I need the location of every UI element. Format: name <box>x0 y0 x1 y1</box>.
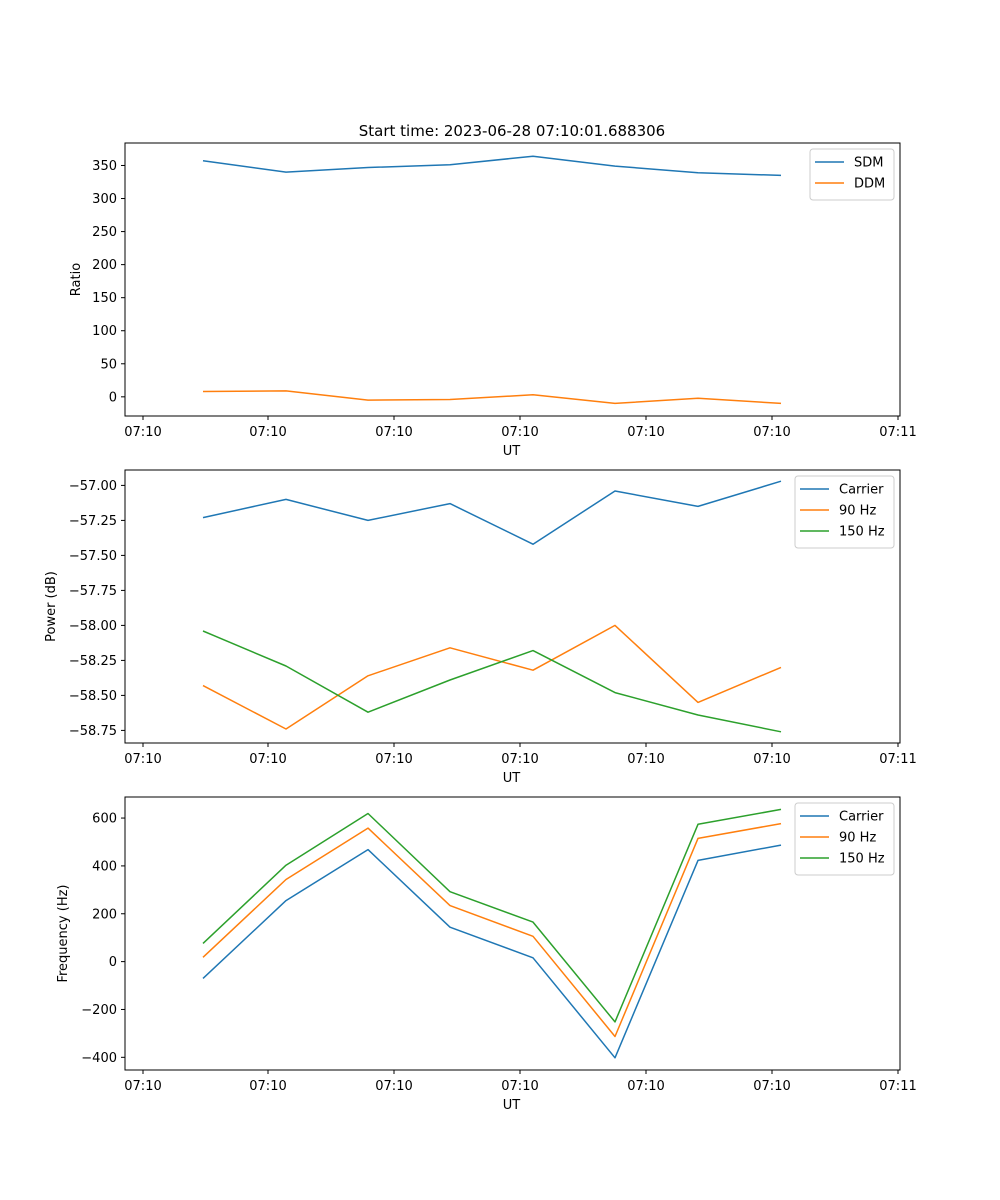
y-tick-label: −57.00 <box>69 479 117 494</box>
legend-box <box>794 802 895 876</box>
x-tick-label: 07:10 <box>501 425 538 440</box>
y-axis-label: Frequency (Hz) <box>56 884 71 982</box>
series-line-2-3 <box>202 630 782 733</box>
y-tick-label: −200 <box>81 1003 117 1018</box>
subplot-1: 07:10 07:10 07:10 07:10 07:10 07:10 07:11 0 50 10… <box>69 142 917 459</box>
x-tick-label: 07:10 <box>375 425 412 440</box>
y-tick-label: −58.00 <box>69 619 117 634</box>
y-tick-label: −400 <box>81 1051 117 1066</box>
legend-label: DDM <box>854 177 885 192</box>
y-tick-label: −57.75 <box>69 584 117 599</box>
subplot-2: 07:10 07:10 07:10 07:10 07:10 07:10 07:11 −58.7… <box>44 469 917 786</box>
legend-label: 150 Hz <box>839 525 885 540</box>
y-tick-label: −58.75 <box>69 724 117 739</box>
y-tick-label: 200 <box>92 258 117 273</box>
series-line-3-2 <box>202 822 782 1038</box>
y-tick-label: 600 <box>92 812 117 827</box>
y-tick-label: 250 <box>92 225 117 240</box>
legend: Carrier 90 Hz 150 Hz <box>794 802 895 876</box>
series-line-3-1 <box>202 844 782 1059</box>
x-tick-label: 07:10 <box>753 1079 790 1094</box>
y-tick-label: 0 <box>109 955 117 970</box>
axes-frame <box>124 142 901 417</box>
x-tick-label: 07:10 <box>753 752 790 767</box>
x-tick-label: 07:10 <box>249 425 286 440</box>
y-tick-label: −58.25 <box>69 654 117 669</box>
x-axis-label: UT <box>503 1098 521 1113</box>
x-tick-label: 07:10 <box>249 752 286 767</box>
y-tick-label: 100 <box>92 324 117 339</box>
x-tick-label: 07:10 <box>501 752 538 767</box>
subplot-3: 07:10 07:10 07:10 07:10 07:10 07:10 07:11 −400 −… <box>56 796 917 1113</box>
legend-label: Carrier <box>839 810 884 825</box>
legend-label: 90 Hz <box>839 831 876 846</box>
x-tick-label: 07:11 <box>879 1079 916 1094</box>
axes-frame <box>124 796 901 1071</box>
x-tick-label: 07:10 <box>124 1079 161 1094</box>
legend: Carrier 90 Hz 150 Hz <box>794 475 895 549</box>
x-axis-label: UT <box>503 771 521 786</box>
series-line-2-2 <box>202 624 782 730</box>
x-tick-label: 07:10 <box>627 752 664 767</box>
y-tick-label: −57.50 <box>69 549 117 564</box>
y-axis-label: Power (dB) <box>44 571 59 642</box>
series-line-2-1 <box>202 480 782 545</box>
x-tick-label: 07:11 <box>879 425 916 440</box>
x-tick-label: 07:10 <box>124 425 161 440</box>
y-tick-label: 300 <box>92 192 117 207</box>
subplot-panels: 07:10 07:10 07:10 07:10 07:10 07:10 07:11 0 50 10… <box>44 142 917 1113</box>
x-tick-label: 07:11 <box>879 752 916 767</box>
x-tick-label: 07:10 <box>375 752 412 767</box>
x-tick-label: 07:10 <box>627 1079 664 1094</box>
x-tick-label: 07:10 <box>627 425 664 440</box>
legend-label: 90 Hz <box>839 504 876 519</box>
y-tick-label: −57.25 <box>69 514 117 529</box>
y-tick-label: 50 <box>100 357 117 372</box>
x-axis-label: UT <box>503 444 521 459</box>
series-line-3-3 <box>202 808 782 1023</box>
x-tick-label: 07:10 <box>249 1079 286 1094</box>
legend-box <box>794 475 895 549</box>
x-tick-label: 07:10 <box>753 425 790 440</box>
x-tick-label: 07:10 <box>375 1079 412 1094</box>
legend: SDM DDM <box>809 148 895 201</box>
x-tick-label: 07:10 <box>124 752 161 767</box>
legend-label: Carrier <box>839 483 884 498</box>
axes-frame <box>124 469 901 744</box>
series-line-1-1 <box>202 155 782 177</box>
y-tick-label: 150 <box>92 291 117 306</box>
y-axis-label: Ratio <box>69 263 84 296</box>
chart-title: Start time: 2023-06-28 07:10:01.688306 <box>359 122 665 140</box>
y-tick-label: 350 <box>92 159 117 174</box>
legend-label: 150 Hz <box>839 852 885 867</box>
y-tick-label: 0 <box>109 390 117 405</box>
series-line-1-2 <box>202 390 782 405</box>
y-tick-label: 200 <box>92 907 117 922</box>
y-tick-label: 400 <box>92 859 117 874</box>
y-tick-label: −58.50 <box>69 689 117 704</box>
legend-label: SDM <box>854 156 883 171</box>
x-tick-label: 07:10 <box>501 1079 538 1094</box>
